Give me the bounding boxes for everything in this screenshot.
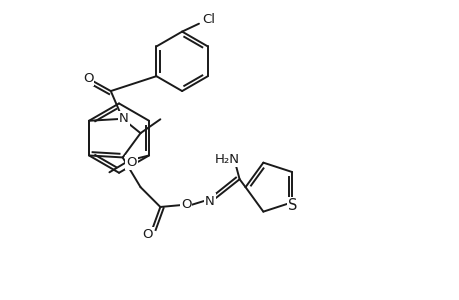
Text: H₂N: H₂N	[215, 153, 240, 166]
Text: N: N	[205, 194, 214, 208]
Text: O: O	[126, 156, 136, 169]
Text: O: O	[142, 228, 152, 241]
Text: Cl: Cl	[202, 13, 215, 26]
Text: S: S	[288, 198, 297, 213]
Text: O: O	[83, 72, 93, 85]
Text: O: O	[180, 199, 191, 212]
Text: N: N	[118, 112, 128, 125]
